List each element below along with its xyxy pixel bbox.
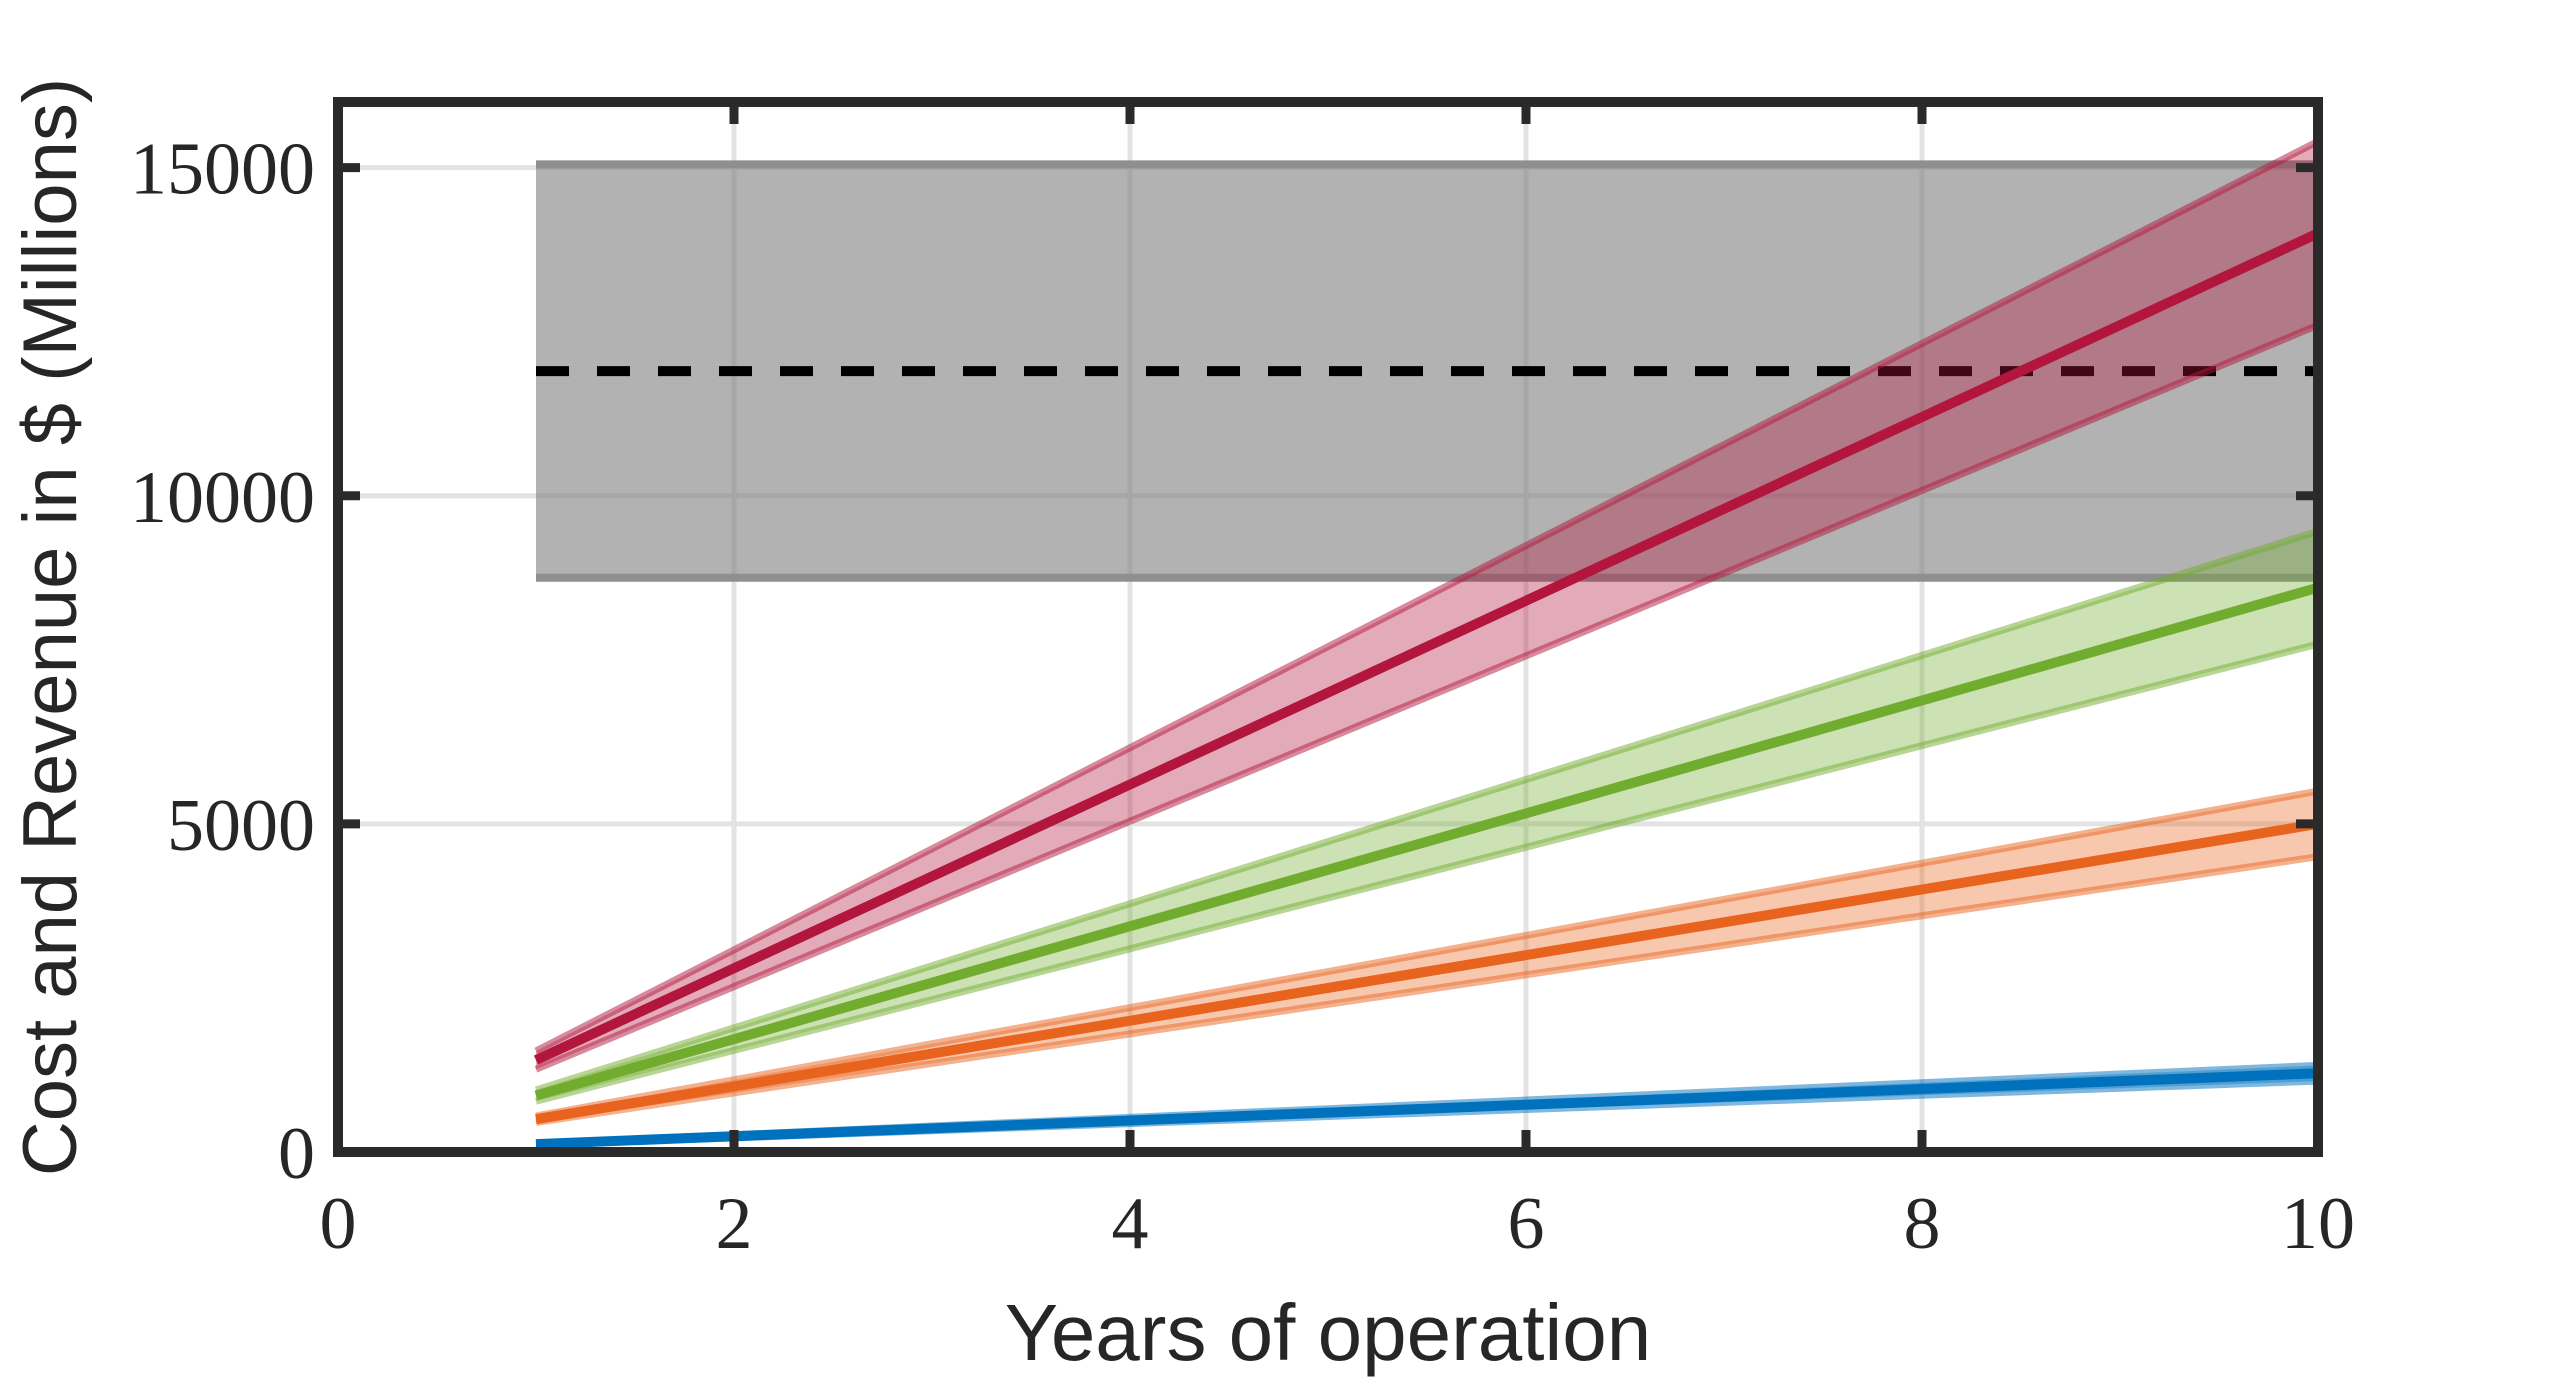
x-tick-label: 8	[1904, 1183, 1941, 1265]
x-tick-label: 2	[716, 1183, 753, 1265]
revenue-scenario-4-band-upper-edge	[534, 138, 2320, 1055]
tick-label-layer: 0 2 4 6 8 10 0 5000 10000 15000	[130, 129, 2355, 1265]
y-tick-label: 15000	[130, 129, 315, 211]
x-axis-label: Years of operation	[1005, 1288, 1651, 1377]
axis-box	[333, 97, 2323, 1157]
x-tick-label: 6	[1508, 1183, 1545, 1265]
revenue-scenario-2-band-lower-edge	[535, 853, 2319, 1126]
y-tick-label: 0	[278, 1113, 315, 1195]
x-tick-label: 4	[1112, 1183, 1149, 1265]
revenue-scenario-1-line	[535, 1068, 2319, 1150]
revenue-scenario-3-band-lower-edge	[535, 640, 2319, 1105]
x-tick-label: 0	[320, 1183, 357, 1265]
revenue-scenario-3-line	[534, 582, 2320, 1101]
x-tick-label: 10	[2281, 1183, 2355, 1265]
y-tick-label: 5000	[167, 785, 315, 867]
axes-layer	[333, 97, 2323, 1157]
cost-band-fill	[536, 164, 2318, 578]
revenue-scenario-4-band-lower-edge	[534, 321, 2320, 1073]
y-axis-label: Cost and Revenue in $ (Millions)	[8, 78, 93, 1176]
revenue-scenario-2-band-upper-edge	[535, 787, 2319, 1120]
y-tick-label: 10000	[130, 457, 315, 539]
revenue-scenario-2-line	[535, 818, 2319, 1125]
revenue-scenario-4-band-fill	[536, 141, 2318, 1070]
revenue-scenario-4-line	[533, 228, 2321, 1065]
line-layer	[533, 228, 2321, 1150]
revenue-scenario-3-band-upper-edge	[534, 527, 2320, 1094]
